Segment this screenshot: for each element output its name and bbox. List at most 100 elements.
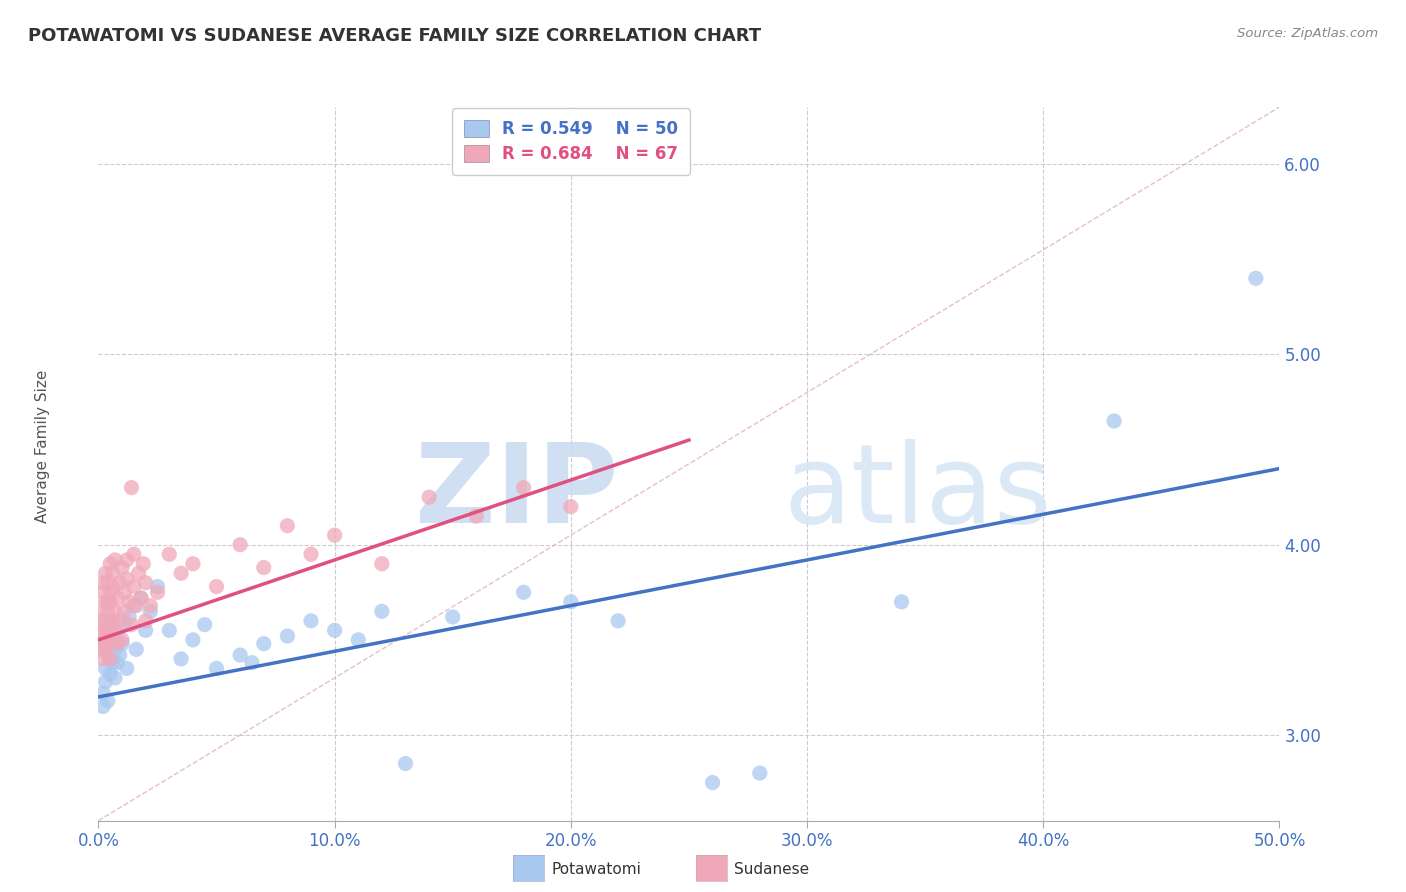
Point [91, 604, 114, 618]
Point [118, 610, 141, 624]
Text: Average Family Size: Average Family Size [35, 369, 49, 523]
Point [97, 595, 120, 609]
Point [97, 637, 120, 651]
Point [135, 575, 157, 590]
Point [108, 614, 131, 628]
Point [121, 481, 143, 495]
Point [371, 557, 394, 571]
Point [91, 632, 114, 647]
Point [122, 580, 145, 594]
Point [112, 585, 135, 599]
Point [465, 509, 488, 524]
Point [90, 642, 112, 657]
Point [108, 648, 131, 662]
Point [98, 585, 121, 599]
Point [122, 547, 145, 561]
Point [91, 699, 114, 714]
Point [94, 614, 117, 628]
Point [98, 652, 121, 666]
Point [97, 604, 120, 618]
Point [97, 694, 120, 708]
Point [146, 580, 169, 594]
Point [111, 637, 134, 651]
Point [90, 614, 112, 628]
Point [101, 580, 124, 594]
Point [205, 580, 228, 594]
Point [112, 617, 135, 632]
Point [702, 775, 724, 789]
Point [101, 566, 124, 581]
Point [91, 575, 114, 590]
Point [560, 595, 582, 609]
Point [104, 553, 127, 567]
Point [132, 557, 155, 571]
Point [170, 652, 193, 666]
Point [253, 560, 276, 574]
Point [90, 637, 112, 651]
Point [94, 661, 117, 675]
Point [94, 674, 117, 689]
Point [194, 617, 217, 632]
Point [98, 624, 121, 638]
Point [323, 624, 346, 638]
Point [347, 632, 370, 647]
Point [323, 528, 346, 542]
Point [135, 614, 157, 628]
Point [146, 585, 169, 599]
Point [115, 572, 138, 586]
Point [276, 518, 298, 533]
Point [104, 671, 127, 685]
Point [1102, 414, 1125, 428]
Text: Source: ZipAtlas.com: Source: ZipAtlas.com [1237, 27, 1378, 40]
Point [101, 614, 124, 628]
Point [607, 614, 630, 628]
Point [118, 595, 141, 609]
Text: POTAWATOMI VS SUDANESE AVERAGE FAMILY SIZE CORRELATION CHART: POTAWATOMI VS SUDANESE AVERAGE FAMILY SI… [28, 27, 761, 45]
Point [97, 648, 120, 662]
Point [371, 604, 394, 618]
Point [101, 629, 124, 643]
Point [105, 591, 128, 605]
Point [105, 637, 128, 651]
Point [104, 624, 127, 638]
Point [98, 595, 121, 609]
Text: Potawatomi: Potawatomi [551, 863, 641, 877]
Point [181, 632, 204, 647]
Text: atlas: atlas [783, 439, 1052, 546]
Point [394, 756, 416, 771]
Point [240, 656, 263, 670]
Point [94, 642, 117, 657]
Point [94, 566, 117, 581]
Point [157, 624, 180, 638]
Point [139, 604, 162, 618]
Point [512, 585, 534, 599]
Point [299, 547, 322, 561]
Point [98, 667, 121, 681]
Point [111, 632, 134, 647]
Point [91, 686, 114, 700]
Point [129, 591, 152, 605]
Point [98, 614, 121, 628]
Point [276, 629, 298, 643]
Legend: R = 0.549    N = 50, R = 0.684    N = 67: R = 0.549 N = 50, R = 0.684 N = 67 [451, 108, 690, 175]
Point [108, 575, 131, 590]
Text: Sudanese: Sudanese [734, 863, 808, 877]
Point [890, 595, 912, 609]
Point [105, 656, 128, 670]
Point [94, 595, 117, 609]
Point [101, 632, 124, 647]
Point [441, 610, 464, 624]
Point [91, 585, 114, 599]
Point [253, 637, 276, 651]
Point [125, 642, 148, 657]
Point [125, 599, 148, 613]
Point [121, 617, 143, 632]
Point [139, 599, 162, 613]
Point [122, 599, 145, 613]
Point [104, 604, 127, 618]
Point [129, 591, 152, 605]
Point [101, 656, 124, 670]
Point [560, 500, 582, 514]
Text: ZIP: ZIP [415, 439, 619, 546]
Point [170, 566, 193, 581]
